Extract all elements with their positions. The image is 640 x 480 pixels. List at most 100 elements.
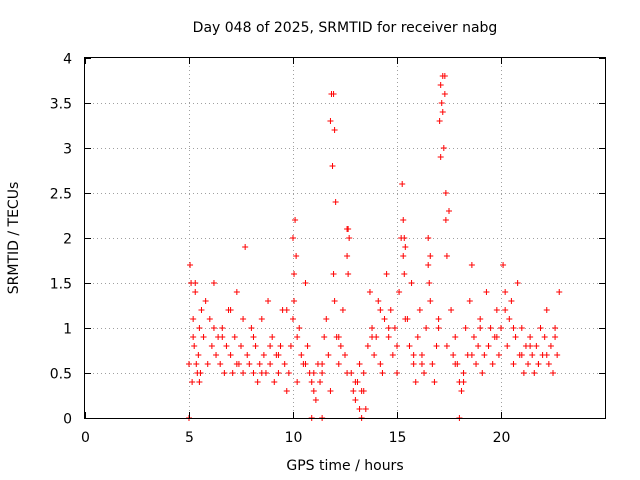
data-point [500, 262, 507, 268]
data-point [446, 208, 452, 214]
data-point [448, 307, 455, 313]
data-point [418, 352, 425, 358]
data-point [556, 289, 563, 295]
data-point [552, 334, 559, 340]
data-point [458, 388, 465, 394]
data-point [345, 271, 352, 277]
data-point [518, 352, 525, 358]
data-point [406, 343, 413, 349]
data-point [310, 370, 317, 376]
y-tick-label: 3.5 [50, 97, 72, 113]
data-point [543, 307, 550, 313]
data-point [291, 298, 298, 304]
y-tick-label: 0.5 [50, 367, 72, 383]
data-point [304, 343, 311, 349]
data-point [331, 127, 338, 133]
data-point [425, 235, 432, 241]
data-point [412, 379, 419, 385]
data-point [323, 316, 330, 322]
data-point [246, 361, 253, 367]
data-point [291, 271, 298, 277]
data-point [240, 370, 247, 376]
data-point [267, 343, 274, 349]
data-point [258, 370, 265, 376]
data-points [186, 73, 563, 421]
data-point [275, 352, 282, 358]
data-point [483, 289, 490, 295]
data-point [400, 217, 407, 223]
data-point [410, 352, 417, 358]
data-point [317, 379, 324, 385]
data-point [352, 397, 359, 403]
data-point [319, 370, 326, 376]
data-point [479, 370, 486, 376]
axis-ticks [85, 58, 605, 419]
data-point [550, 370, 556, 376]
data-point [337, 343, 344, 349]
data-point [208, 343, 215, 349]
data-point [260, 352, 267, 358]
data-point [192, 280, 199, 286]
data-point [233, 361, 240, 367]
data-point [296, 325, 303, 331]
data-point [527, 343, 534, 349]
data-point [510, 361, 517, 367]
data-point [520, 370, 527, 376]
data-point [350, 388, 357, 394]
data-point [256, 361, 263, 367]
data-point [310, 388, 317, 394]
data-point [210, 325, 217, 331]
data-point [433, 343, 440, 349]
data-point [290, 316, 296, 322]
data-point [385, 334, 392, 340]
data-point [369, 334, 376, 340]
data-point [294, 334, 301, 340]
data-point [450, 352, 457, 358]
data-point [381, 316, 388, 322]
data-point [302, 361, 309, 367]
data-point [190, 334, 197, 340]
x-tick-label: 0 [81, 430, 90, 446]
data-point [426, 280, 433, 286]
data-point [399, 181, 406, 187]
data-point [410, 361, 417, 367]
data-point [414, 334, 421, 340]
y-tick-label: 3 [63, 142, 72, 158]
data-point [440, 145, 447, 151]
data-point [438, 100, 445, 106]
data-point [435, 316, 442, 322]
x-tick-label: 15 [389, 430, 407, 446]
data-point [425, 262, 432, 268]
data-point [227, 307, 234, 313]
data-point [514, 280, 521, 286]
data-point [193, 361, 200, 367]
data-point [302, 280, 309, 286]
data-point [250, 370, 257, 376]
data-point [470, 334, 477, 340]
data-point [477, 325, 484, 331]
data-point [504, 343, 511, 349]
data-point [308, 379, 315, 385]
data-point [217, 361, 224, 367]
data-point [402, 244, 409, 250]
data-point [335, 334, 342, 340]
data-point [325, 352, 332, 358]
data-point [283, 307, 290, 313]
data-point [485, 343, 492, 349]
data-point [271, 379, 278, 385]
data-point [502, 307, 509, 313]
data-point [537, 325, 544, 331]
data-point [391, 325, 398, 331]
data-point [552, 325, 559, 331]
data-point [437, 154, 444, 160]
data-point [435, 325, 442, 331]
data-point [219, 325, 226, 331]
y-axis-label: SRMTID / TECUs [6, 182, 22, 295]
data-point [327, 118, 334, 124]
chart-title: Day 048 of 2025, SRMTID for receiver nab… [193, 20, 498, 36]
data-point [330, 271, 337, 277]
data-point [369, 325, 376, 331]
data-point [198, 307, 205, 313]
data-point [460, 370, 467, 376]
data-point [221, 370, 228, 376]
